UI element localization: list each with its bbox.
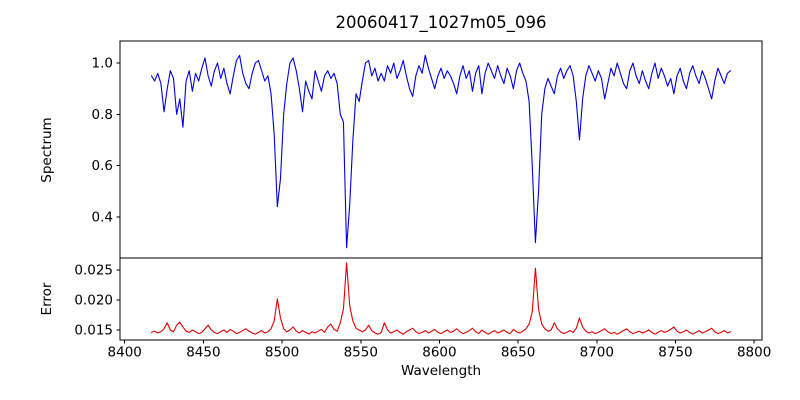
y-tick-label: 0.8	[92, 107, 113, 123]
x-tick-label: 8800	[737, 345, 771, 361]
panel-frames	[119, 40, 763, 341]
y-tick-label: 0.020	[74, 292, 113, 308]
y-tick-label: 1.0	[92, 56, 113, 72]
spectrum-y-tick-labels: 0.4 0.6 0.8 1.0	[92, 56, 113, 226]
y-tick-label: 0.4	[92, 209, 113, 225]
error-line	[150, 262, 732, 335]
y-tick-label: 0.025	[74, 262, 113, 278]
spectrum-panel-frame	[119, 40, 763, 259]
x-axis-label: Wavelength	[400, 363, 482, 379]
x-tick-label: 8700	[580, 345, 614, 361]
x-tick-label: 8750	[658, 345, 692, 361]
y-tick-label: 0.6	[92, 158, 113, 174]
x-tick-label: 8500	[265, 345, 299, 361]
chart-title: 20060417_1027m05_096	[335, 13, 547, 32]
x-tick-label: 8600	[422, 345, 456, 361]
x-tick-label: 8650	[501, 345, 535, 361]
error-panel-frame	[119, 257, 763, 341]
error-y-ticks	[116, 269, 120, 331]
error-y-tick-labels: 0.015 0.020 0.025	[74, 262, 113, 338]
x-tick-label: 8550	[344, 345, 378, 361]
x-tick-label: 8450	[186, 345, 220, 361]
y-axis-label-error: Error	[39, 282, 55, 316]
spectrum-y-ticks	[116, 62, 120, 218]
y-tick-label: 0.015	[74, 322, 113, 338]
spectrum-line	[150, 54, 732, 249]
x-tick-label: 8400	[108, 345, 142, 361]
x-axis-tick-labels: 8400 8450 8500 8550 8600 8650 8700 8750 8800	[108, 345, 772, 361]
x-axis-ticks	[124, 340, 755, 344]
